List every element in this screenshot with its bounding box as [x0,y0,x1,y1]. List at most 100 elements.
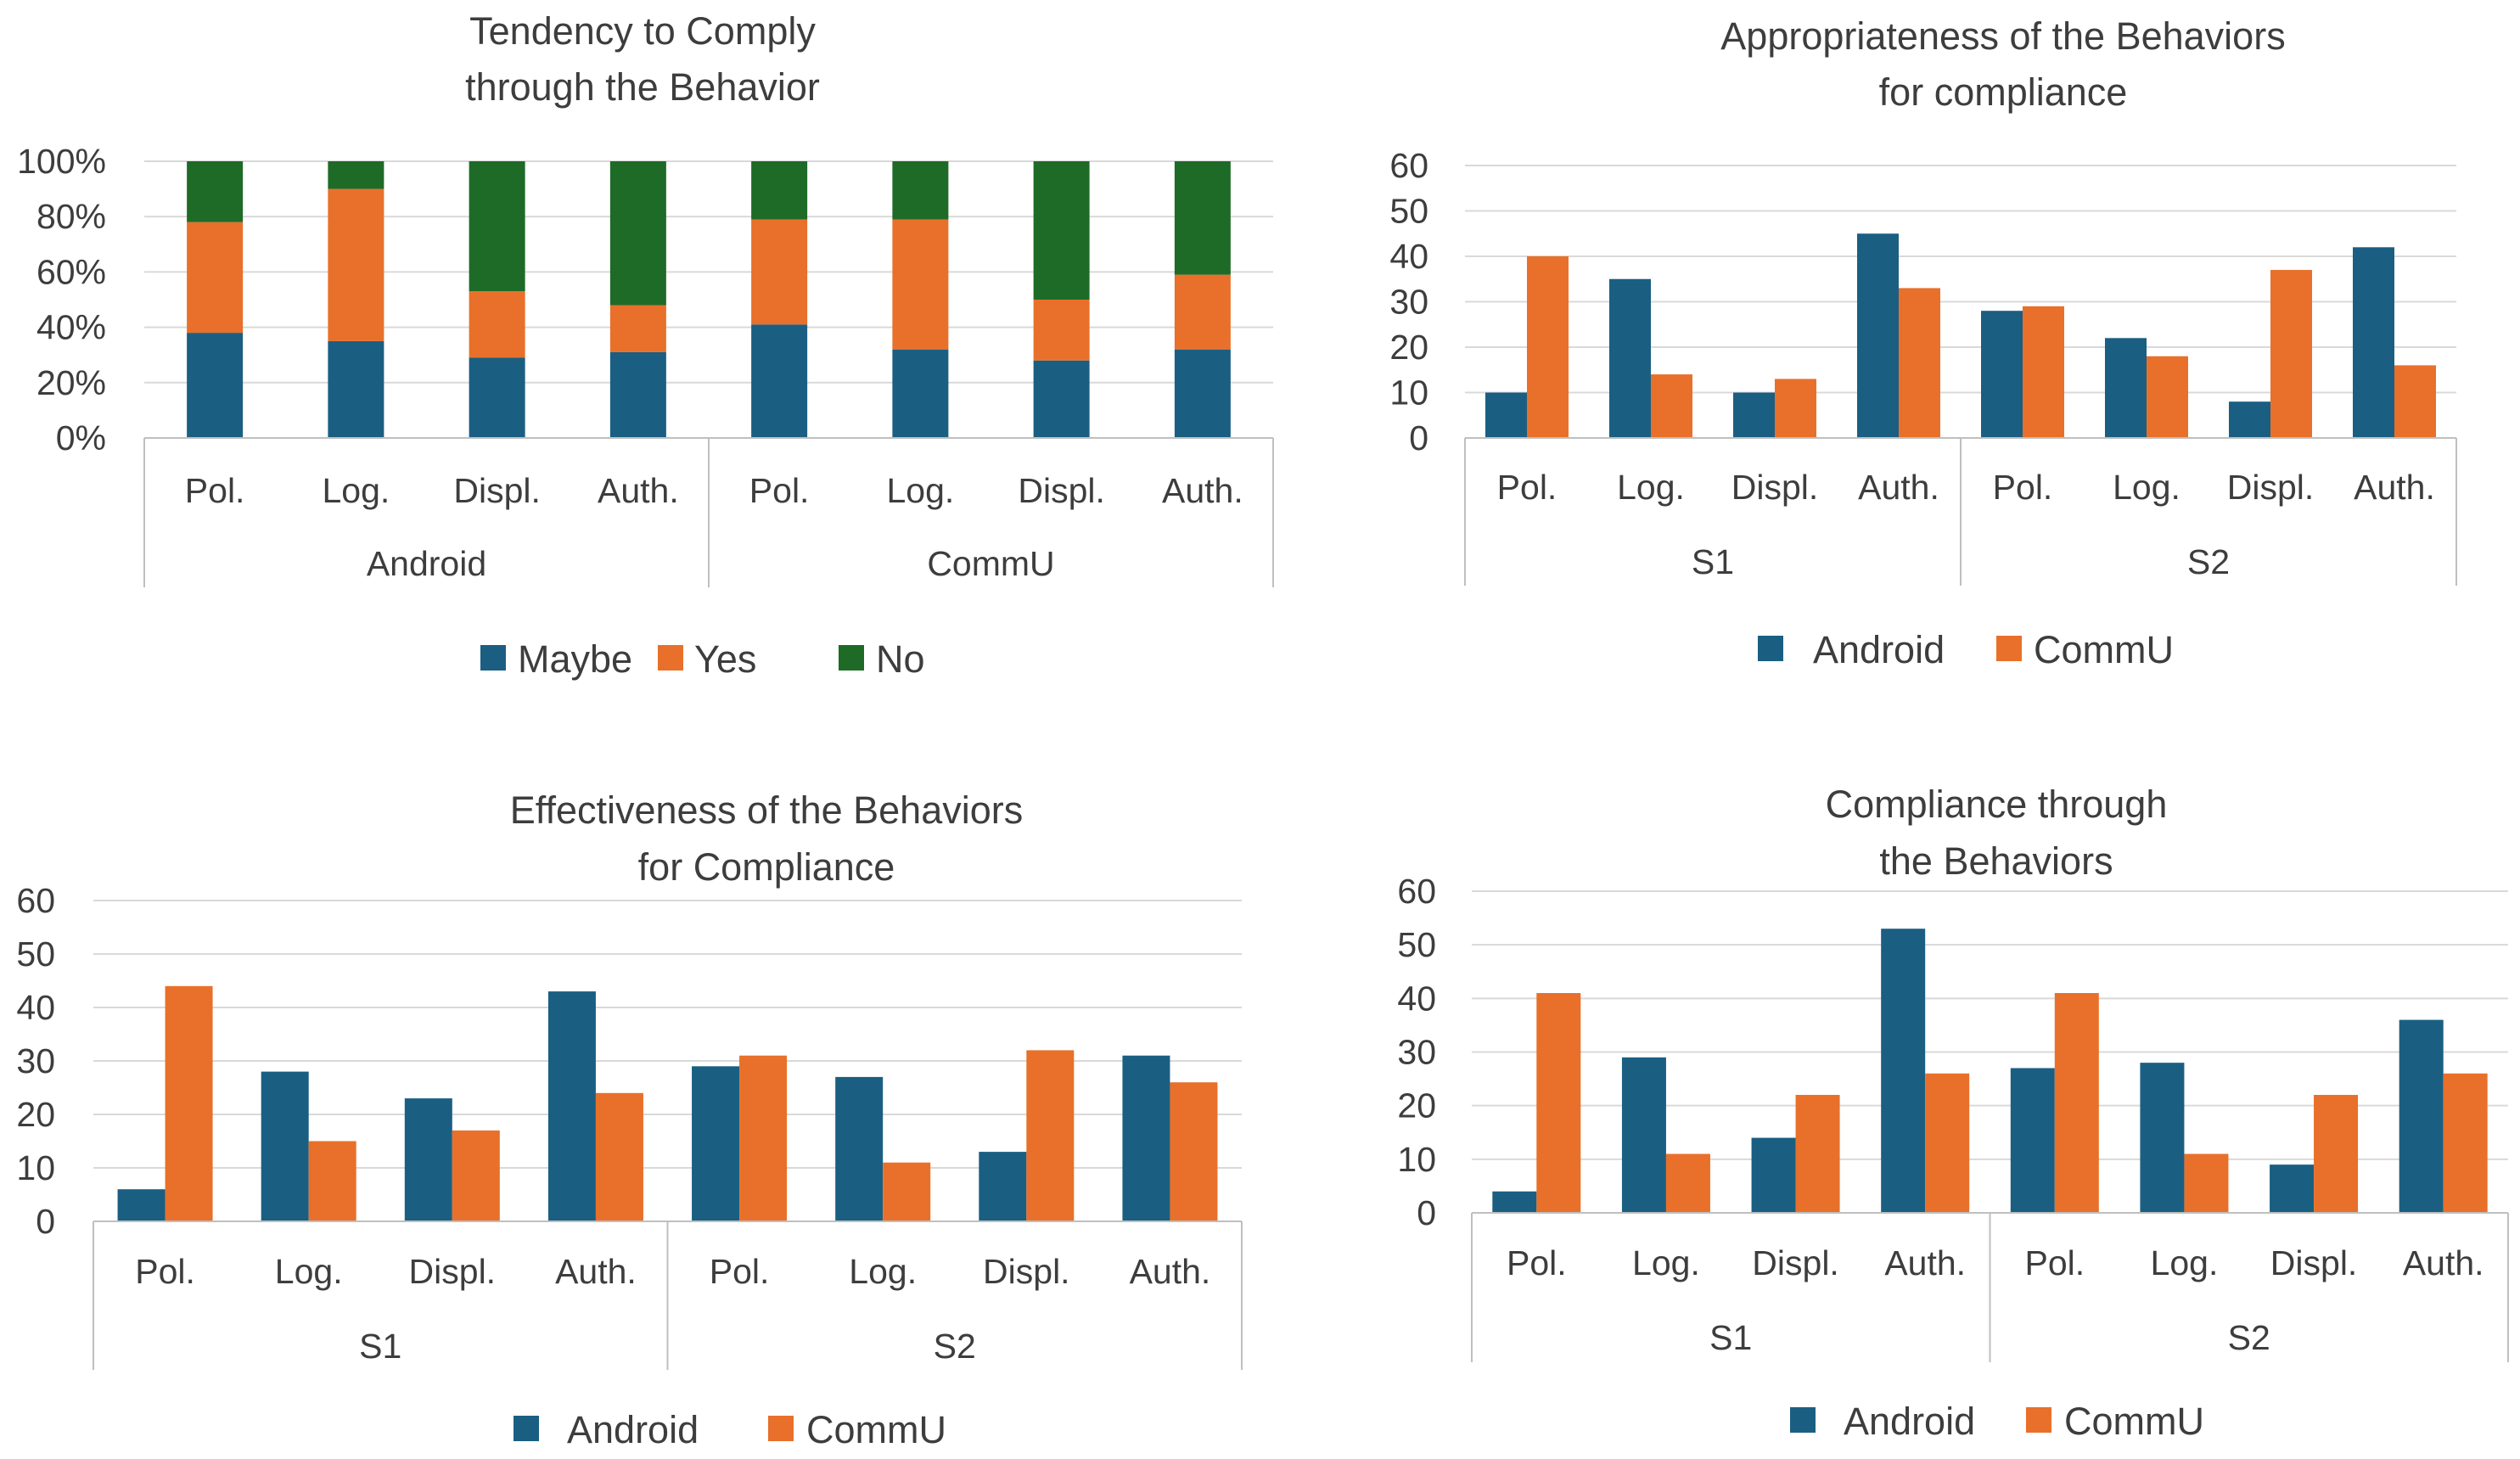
y-tick-label: 50 [1389,192,1428,231]
bar-android [1751,1137,1796,1213]
legend-label: No [876,637,925,681]
group-label: S1 [359,1327,401,1366]
category-label: Displ. [2270,1243,2358,1282]
y-tick-label: 80% [36,197,106,236]
legend-swatch-commu [1996,636,2022,661]
category-label: Log. [275,1252,343,1291]
category-label: Displ. [453,471,541,510]
bar-android [835,1076,884,1221]
category-label: Auth. [2403,1243,2484,1282]
bar-android [1981,311,2023,438]
bar-commu [308,1141,356,1221]
category-label: Auth. [1162,471,1243,510]
bar-yes [187,222,244,334]
bar-android [117,1189,166,1221]
legend-swatch-no [839,645,864,671]
legend-label: CommU [2064,1400,2204,1443]
legend-label: Android [567,1408,699,1451]
bar-maybe [1174,349,1231,438]
bar-commu [595,1092,643,1221]
bar-commu [2394,365,2436,438]
bar-commu [1795,1095,1840,1213]
y-tick-label: 40% [36,308,106,347]
category-label: Displ. [1731,468,1819,507]
bar-commu [2147,356,2188,438]
chart-effectiveness: Effectiveness of the Behaviors for Compli… [16,788,1243,1451]
bar-maybe [892,349,949,438]
category-label: Displ. [1752,1243,1839,1282]
category-label: Log. [1617,468,1685,507]
y-tick-label: 0 [36,1202,55,1241]
bar-commu [1026,1050,1075,1221]
bar-android [1609,278,1651,438]
bar-commu [2184,1153,2229,1213]
bar-no [751,161,808,220]
bar-android [2140,1063,2185,1213]
category-label: Log. [886,471,954,510]
category-label: Pol. [749,471,810,510]
chart-title-line: for compliance [1879,70,2128,114]
chart-tendency-to-comply: Tendency to Comply through the Behavior 0%… [17,9,1274,681]
bar-android [2399,1019,2444,1213]
y-tick-label: 60 [1389,146,1428,185]
bar-commu [2443,1073,2488,1213]
bar-android [692,1066,740,1221]
legend-label: Android [1813,628,1945,671]
category-label: Auth. [598,471,679,510]
legend-label: CommU [2034,628,2174,671]
bar-yes [1033,300,1090,361]
category-label: Pol. [710,1252,770,1291]
y-tick-label: 30 [16,1041,55,1080]
y-tick-label: 60 [1397,872,1436,911]
chart-title-line: Compliance through [1826,783,2168,826]
y-tick-label: 20 [1389,328,1428,367]
bar-android [979,1152,1027,1221]
y-tick-label: 100% [17,142,106,181]
bar-no [187,161,244,222]
chart-appropriateness: Appropriateness of the Behaviors for comp… [1389,14,2457,671]
bar-commu [1775,379,1816,438]
chart-title-line: through the Behavior [465,65,820,109]
bar-android [2229,401,2270,438]
bar-no [328,161,384,189]
bar-android [547,991,596,1221]
bar-commu [739,1055,788,1221]
legend-swatch-android [514,1416,539,1441]
y-tick-label: 10 [1397,1140,1436,1179]
bar-commu [883,1162,931,1221]
bar-commu [2314,1095,2359,1213]
y-tick-label: 0 [1417,1193,1436,1232]
bar-android [1857,233,1899,438]
chart-compliance: Compliance through the Behaviors 0 10 20 30 40… [1397,783,2509,1443]
category-label: Auth. [1884,1243,1966,1282]
bar-android [1881,929,1926,1213]
group-label: CommU [927,544,1054,583]
y-tick-label: 40 [1389,237,1428,276]
chart-title-line: Appropriateness of the Behaviors [1720,14,2285,58]
bar-maybe [751,324,808,438]
category-label: Log. [322,471,390,510]
bar-no [469,161,525,292]
group-label: S2 [2187,542,2230,581]
bar-commu [1536,993,1581,1213]
category-label: Auth. [555,1252,637,1291]
category-label: Pol. [1507,1243,1567,1282]
bar-android [2105,338,2147,438]
bar-commu [1925,1073,1970,1213]
bar-android [261,1071,309,1221]
group-label: S1 [1709,1318,1752,1357]
y-tick-label: 50 [1397,925,1436,964]
y-tick-label: 10 [16,1148,55,1187]
bar-yes [751,219,808,325]
bar-commu [2270,270,2312,438]
legend-label: Maybe [518,637,632,681]
bar-commu [1651,374,1692,438]
bar-maybe [187,333,244,438]
category-label: Pol. [1497,468,1557,507]
bar-no [1174,161,1231,275]
bar-android [2353,247,2394,438]
bar-commu [1527,256,1569,438]
category-label: Displ. [409,1252,497,1291]
bar-commu [1170,1082,1218,1221]
bar-android [1122,1055,1170,1221]
